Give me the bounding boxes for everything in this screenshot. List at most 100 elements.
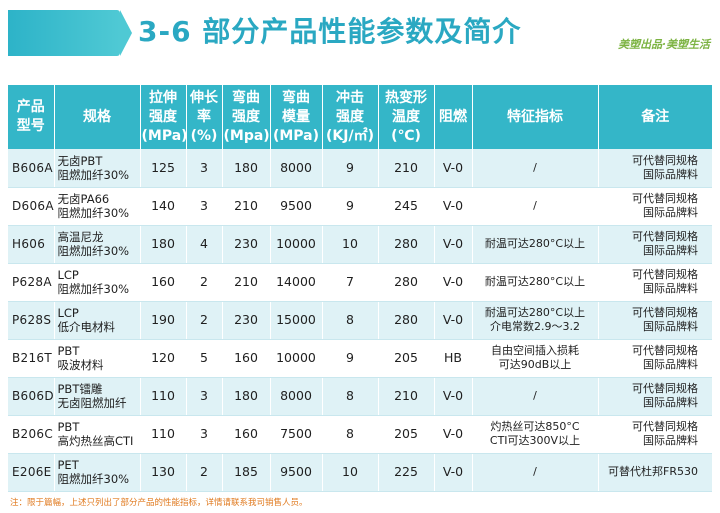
feature-cell: 耐温可达280°C以上 bbox=[471, 225, 598, 264]
flex-strength-cell: 210 bbox=[221, 263, 270, 302]
column-header-text: 冲击 bbox=[336, 89, 364, 106]
spec-cell-line: 高温尼龙 bbox=[57, 230, 104, 244]
flame-rating-cell: V-0 bbox=[433, 415, 472, 454]
remark-cell-line: 可代替同规格 bbox=[632, 344, 698, 357]
spec-cell-line: 阻燃加纤30% bbox=[57, 282, 130, 296]
column-header-text: (Mpa) bbox=[223, 127, 270, 144]
spec-cell-line: 高灼热丝高CTI bbox=[57, 434, 134, 448]
remark-cell-line: 国际品牌料 bbox=[643, 358, 698, 371]
spec-cell-line: 阻燃加纤30% bbox=[57, 167, 130, 182]
tensile-cell: 110 bbox=[139, 415, 186, 454]
spec-cell: LCP 低介电材料 bbox=[53, 301, 140, 340]
flex-strength-cell: 160 bbox=[221, 415, 270, 454]
column-header: 特征指标 bbox=[471, 85, 598, 149]
table-row: D606A 无卤PA66 阻燃加纤30% 140 3 210 9500 9 245 V-0/可代替… bbox=[8, 187, 712, 226]
tensile-cell: 140 bbox=[139, 187, 186, 226]
impact-cell: 9 bbox=[321, 149, 378, 188]
remark-cell-line: 可代替同规格 bbox=[632, 420, 698, 433]
remark-cell-line: 国际品牌料 bbox=[643, 320, 698, 333]
remark-cell-line: 国际品牌料 bbox=[643, 396, 698, 409]
remark-cell-line: 可代替同规格 bbox=[632, 192, 698, 205]
flex-strength-cell: 180 bbox=[221, 149, 270, 188]
impact-cell: 7 bbox=[321, 263, 378, 302]
model-cell: B206C bbox=[8, 415, 54, 454]
model-cell: B606D bbox=[8, 377, 54, 416]
elongation-cell: 5 bbox=[185, 339, 222, 378]
table-header-row: 产品 型号 规格 拉伸 强度 (MPa) 伸长率 (%) 弯曲 强度 (Mpa) 弯曲 模量 (MPa) 冲… bbox=[8, 85, 712, 149]
impact-cell: 10 bbox=[321, 453, 378, 492]
flex-modulus-cell: 9500 bbox=[269, 187, 322, 226]
impact-cell: 8 bbox=[321, 415, 378, 454]
spec-cell-line: PBT镭雕 bbox=[57, 382, 103, 396]
spec-cell-line: PBT bbox=[57, 344, 80, 358]
elongation-cell: 2 bbox=[185, 263, 222, 302]
spec-cell: PBT 高灼热丝高CTI bbox=[53, 415, 140, 454]
flame-rating-cell: V-0 bbox=[433, 187, 472, 226]
remark-cell-line: 可代替同规格 bbox=[632, 306, 698, 319]
feature-cell: / bbox=[471, 149, 598, 188]
flex-modulus-cell: 10000 bbox=[269, 339, 322, 378]
impact-cell: 10 bbox=[321, 225, 378, 264]
feature-cell: / bbox=[471, 453, 598, 492]
spec-cell-line: LCP bbox=[57, 268, 79, 282]
hdt-cell: 280 bbox=[377, 301, 434, 340]
hdt-cell: 205 bbox=[377, 415, 434, 454]
spec-cell-line: LCP bbox=[57, 306, 79, 320]
elongation-cell: 2 bbox=[185, 301, 222, 340]
flex-modulus-cell: 7500 bbox=[269, 415, 322, 454]
impact-cell: 8 bbox=[321, 377, 378, 416]
column-header-text: 强度 bbox=[149, 108, 177, 125]
model-cell: H606 bbox=[8, 225, 54, 264]
column-header-text: 特征指标 bbox=[507, 108, 563, 125]
feature-cell: / bbox=[471, 377, 598, 416]
column-header-text: 拉伸 bbox=[149, 89, 177, 106]
elongation-cell: 3 bbox=[185, 187, 222, 226]
table-row: B206C PBT 高灼热丝高CTI 110 3 160 7500 8 205 V-0 灼热丝可达8… bbox=[8, 415, 712, 454]
remark-cell-line: 可代替同规格 bbox=[632, 153, 698, 167]
hdt-cell: 205 bbox=[377, 339, 434, 378]
header-chevron-icon bbox=[120, 10, 132, 56]
remark-cell-line: 可代替同规格 bbox=[632, 382, 698, 395]
column-header: 备注 bbox=[597, 85, 712, 149]
column-header: 弯曲 强度 (Mpa) bbox=[221, 85, 270, 149]
flex-modulus-cell: 8000 bbox=[269, 377, 322, 416]
column-header-text: (℃) bbox=[391, 127, 421, 144]
column-header-text: 模量 bbox=[282, 108, 310, 125]
column-header: 冲击 强度 (KJ/㎡) bbox=[321, 85, 378, 149]
flex-modulus-cell: 14000 bbox=[269, 263, 322, 302]
table-row: B606A 无卤PBT 阻燃加纤30% 125 3 180 8000 9 210 V-0/可代替同… bbox=[8, 149, 712, 188]
spec-cell: PET 阻燃加纤30% bbox=[53, 453, 140, 492]
hdt-cell: 225 bbox=[377, 453, 434, 492]
tensile-cell: 130 bbox=[139, 453, 186, 492]
hdt-cell: 210 bbox=[377, 149, 434, 188]
model-cell: D606A bbox=[8, 187, 54, 226]
feature-cell: 耐温可达280°C以上 bbox=[471, 263, 598, 302]
product-spec-table: 产品 型号 规格 拉伸 强度 (MPa) 伸长率 (%) 弯曲 强度 (Mpa) 弯曲 模量 (MPa) 冲… bbox=[8, 85, 712, 492]
remark-cell: 可代替同规格 国际品牌料 bbox=[597, 187, 712, 226]
feature-cell: 灼热丝可达850°C CTI可达300V以上 bbox=[471, 415, 598, 454]
feature-cell-line: 耐温可达280°C以上 bbox=[484, 275, 586, 288]
flame-rating-cell: V-0 bbox=[433, 377, 472, 416]
elongation-cell: 2 bbox=[185, 453, 222, 492]
remark-cell: 可代替同规格 国际品牌料 bbox=[597, 415, 712, 454]
column-header-text: 率 bbox=[197, 108, 211, 125]
table-row: P628A LCP 阻燃加纤30% 160 2 210 14000 7 280 V-0 耐温可达28… bbox=[8, 263, 712, 302]
column-header-text: (MPa) bbox=[272, 127, 320, 144]
spec-cell: 无卤PBT 阻燃加纤30% bbox=[53, 149, 140, 188]
column-header: 热变形 温度 (℃) bbox=[377, 85, 434, 149]
spec-cell: PBT 吸波材料 bbox=[53, 339, 140, 378]
hdt-cell: 280 bbox=[377, 225, 434, 264]
column-header-text: 备注 bbox=[641, 108, 670, 125]
spec-cell: 无卤PA66 阻燃加纤30% bbox=[53, 187, 140, 226]
impact-cell: 9 bbox=[321, 339, 378, 378]
model-cell: B216T bbox=[8, 339, 54, 378]
remark-cell-line: 可代替同规格 bbox=[632, 268, 698, 281]
feature-cell: / bbox=[471, 187, 598, 226]
spec-cell: PBT镭雕 无卤阻燃加纤 bbox=[53, 377, 140, 416]
model-cell: E206E bbox=[8, 453, 54, 492]
table-body: B606A 无卤PBT 阻燃加纤30% 125 3 180 8000 9 210 V-0/可代替同… bbox=[8, 149, 712, 492]
footnote: 注：限于篇幅，上述只列出了部分产品的性能指标，详情请联系我司销售人员。 bbox=[10, 498, 308, 508]
table-row: B216T PBT 吸波材料 120 5 160 10000 9 205 HB 自由空间插入损耗 可达… bbox=[8, 339, 712, 378]
column-header-text: (KJ/㎡) bbox=[326, 127, 374, 144]
column-header-text: (%) bbox=[190, 127, 218, 144]
